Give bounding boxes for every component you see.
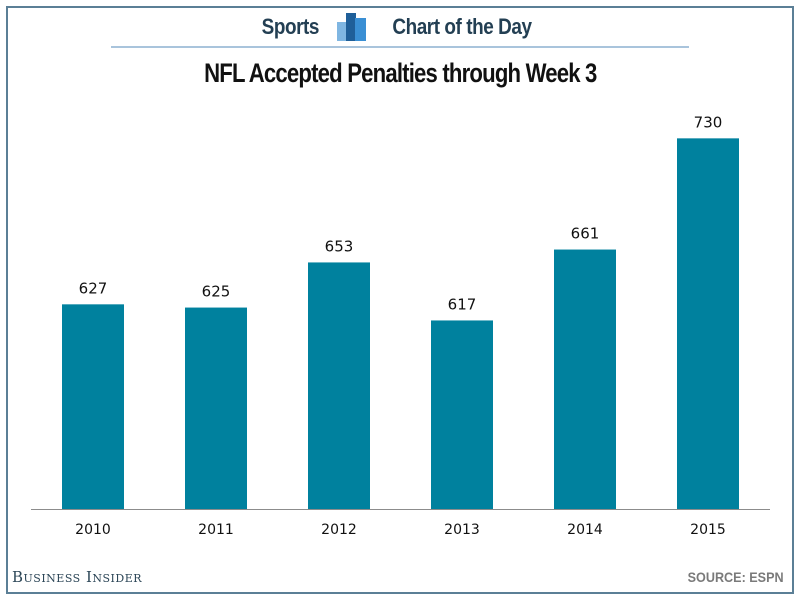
icon-bar-mid: [355, 18, 367, 41]
icon-bar-dark: [346, 13, 357, 41]
x-tick-label-2010: 2010: [75, 522, 111, 538]
data-label-2011: 625: [202, 283, 231, 301]
data-label-2015: 730: [694, 113, 723, 131]
data-label-2014: 661: [571, 225, 600, 243]
chart-frame: [6, 6, 794, 594]
business-insider-logo: Business Insider: [12, 568, 143, 586]
source-text: SOURCE: ESPN: [688, 569, 784, 585]
x-tick-label-2015: 2015: [690, 522, 726, 538]
data-label-2012: 653: [325, 237, 354, 255]
x-tick-label-2014: 2014: [567, 522, 603, 538]
bar-2011: [185, 307, 247, 509]
data-label-2013: 617: [448, 295, 477, 313]
source-note: SOURCE: ESPN: [677, 569, 784, 585]
bar-2010: [62, 304, 124, 509]
bar-2015: [677, 138, 739, 509]
x-tick-label-2013: 2013: [444, 522, 480, 538]
bar-chart-icon: [337, 13, 367, 41]
chart-title-text: NFL Accepted Penalties through Week 3: [203, 58, 597, 88]
chart-title: NFL Accepted Penalties through Week 3: [0, 58, 800, 89]
chart-of-the-day-header: Sports Chart of the Day: [0, 10, 800, 44]
icon-bar-light: [337, 22, 348, 41]
x-tick-label-2012: 2012: [321, 522, 357, 538]
bar-2013: [431, 320, 493, 509]
header-divider: [111, 46, 689, 48]
bar-2012: [308, 262, 370, 509]
bar-2014: [554, 249, 616, 510]
data-label-2010: 627: [79, 279, 108, 297]
x-tick-label-2011: 2011: [198, 522, 234, 538]
header-series-name: Chart of the Day: [392, 14, 533, 39]
header-category: Sports: [261, 14, 319, 39]
